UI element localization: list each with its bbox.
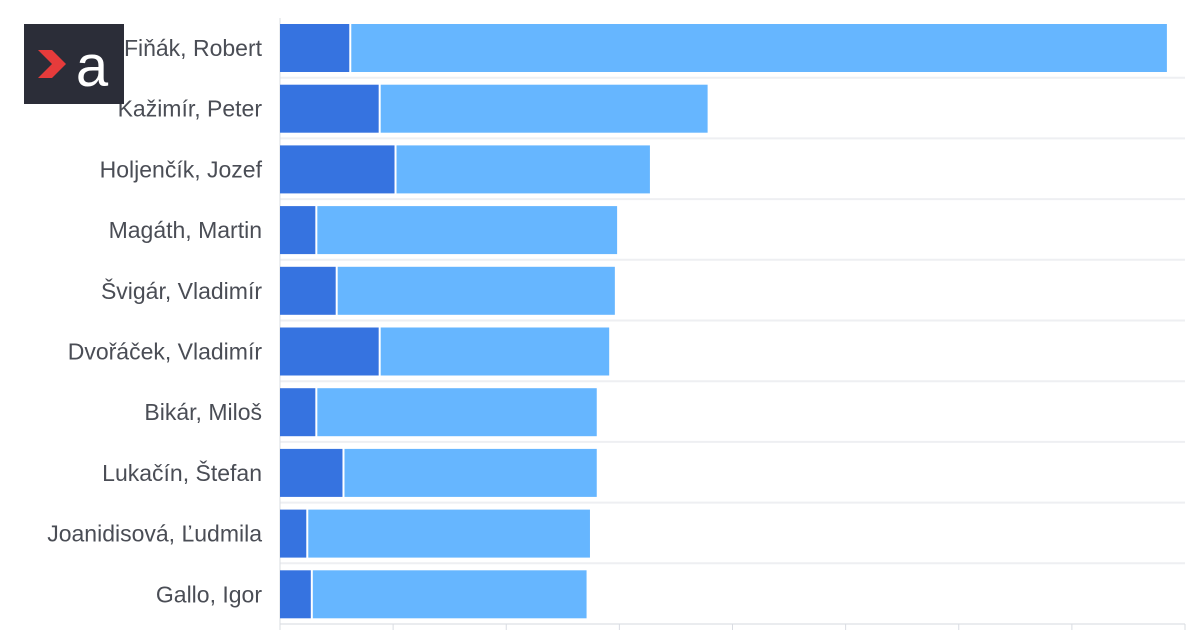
bar-segment-2 xyxy=(312,570,587,619)
bar-segment-1 xyxy=(280,327,379,376)
bar-segment-2 xyxy=(380,84,708,133)
bar-segment-2 xyxy=(308,509,590,558)
category-label: Dvořáček, Vladimír xyxy=(68,339,263,365)
bar-segment-2 xyxy=(344,448,597,497)
category-label: Magáth, Martin xyxy=(109,217,262,243)
brand-logo[interactable]: a xyxy=(24,24,124,104)
bar-segment-1 xyxy=(280,206,316,255)
bar-segment-1 xyxy=(280,266,336,315)
bar-segment-1 xyxy=(280,388,316,437)
category-label: Holjenčík, Jozef xyxy=(100,156,263,182)
bar-segment-1 xyxy=(280,24,350,72)
category-label: Lukačín, Štefan xyxy=(102,459,262,486)
category-label: Gallo, Igor xyxy=(156,581,262,607)
category-label: Kažimír, Peter xyxy=(118,96,263,122)
bar-segment-2 xyxy=(396,145,650,194)
bar-segment-2 xyxy=(337,266,615,315)
bar-segment-2 xyxy=(317,388,597,437)
aktuality-logo-icon: a xyxy=(38,34,109,99)
bar-segment-1 xyxy=(280,84,379,133)
logo-letter: a xyxy=(76,34,109,99)
bar-segment-2 xyxy=(351,24,1167,72)
bar-segment-2 xyxy=(380,327,610,376)
bar-segment-1 xyxy=(280,145,395,194)
bar-segment-1 xyxy=(280,509,307,558)
bar-segment-2 xyxy=(317,206,618,255)
category-label: Joanidisová, Ľudmila xyxy=(47,521,262,547)
bar-segment-1 xyxy=(280,570,311,619)
category-label: Švigár, Vladimír xyxy=(101,277,262,304)
logo-chevron xyxy=(38,50,66,78)
category-label: Fiňák, Robert xyxy=(124,35,263,61)
category-label: Bikár, Miloš xyxy=(144,399,262,425)
bar-segment-1 xyxy=(280,448,343,497)
